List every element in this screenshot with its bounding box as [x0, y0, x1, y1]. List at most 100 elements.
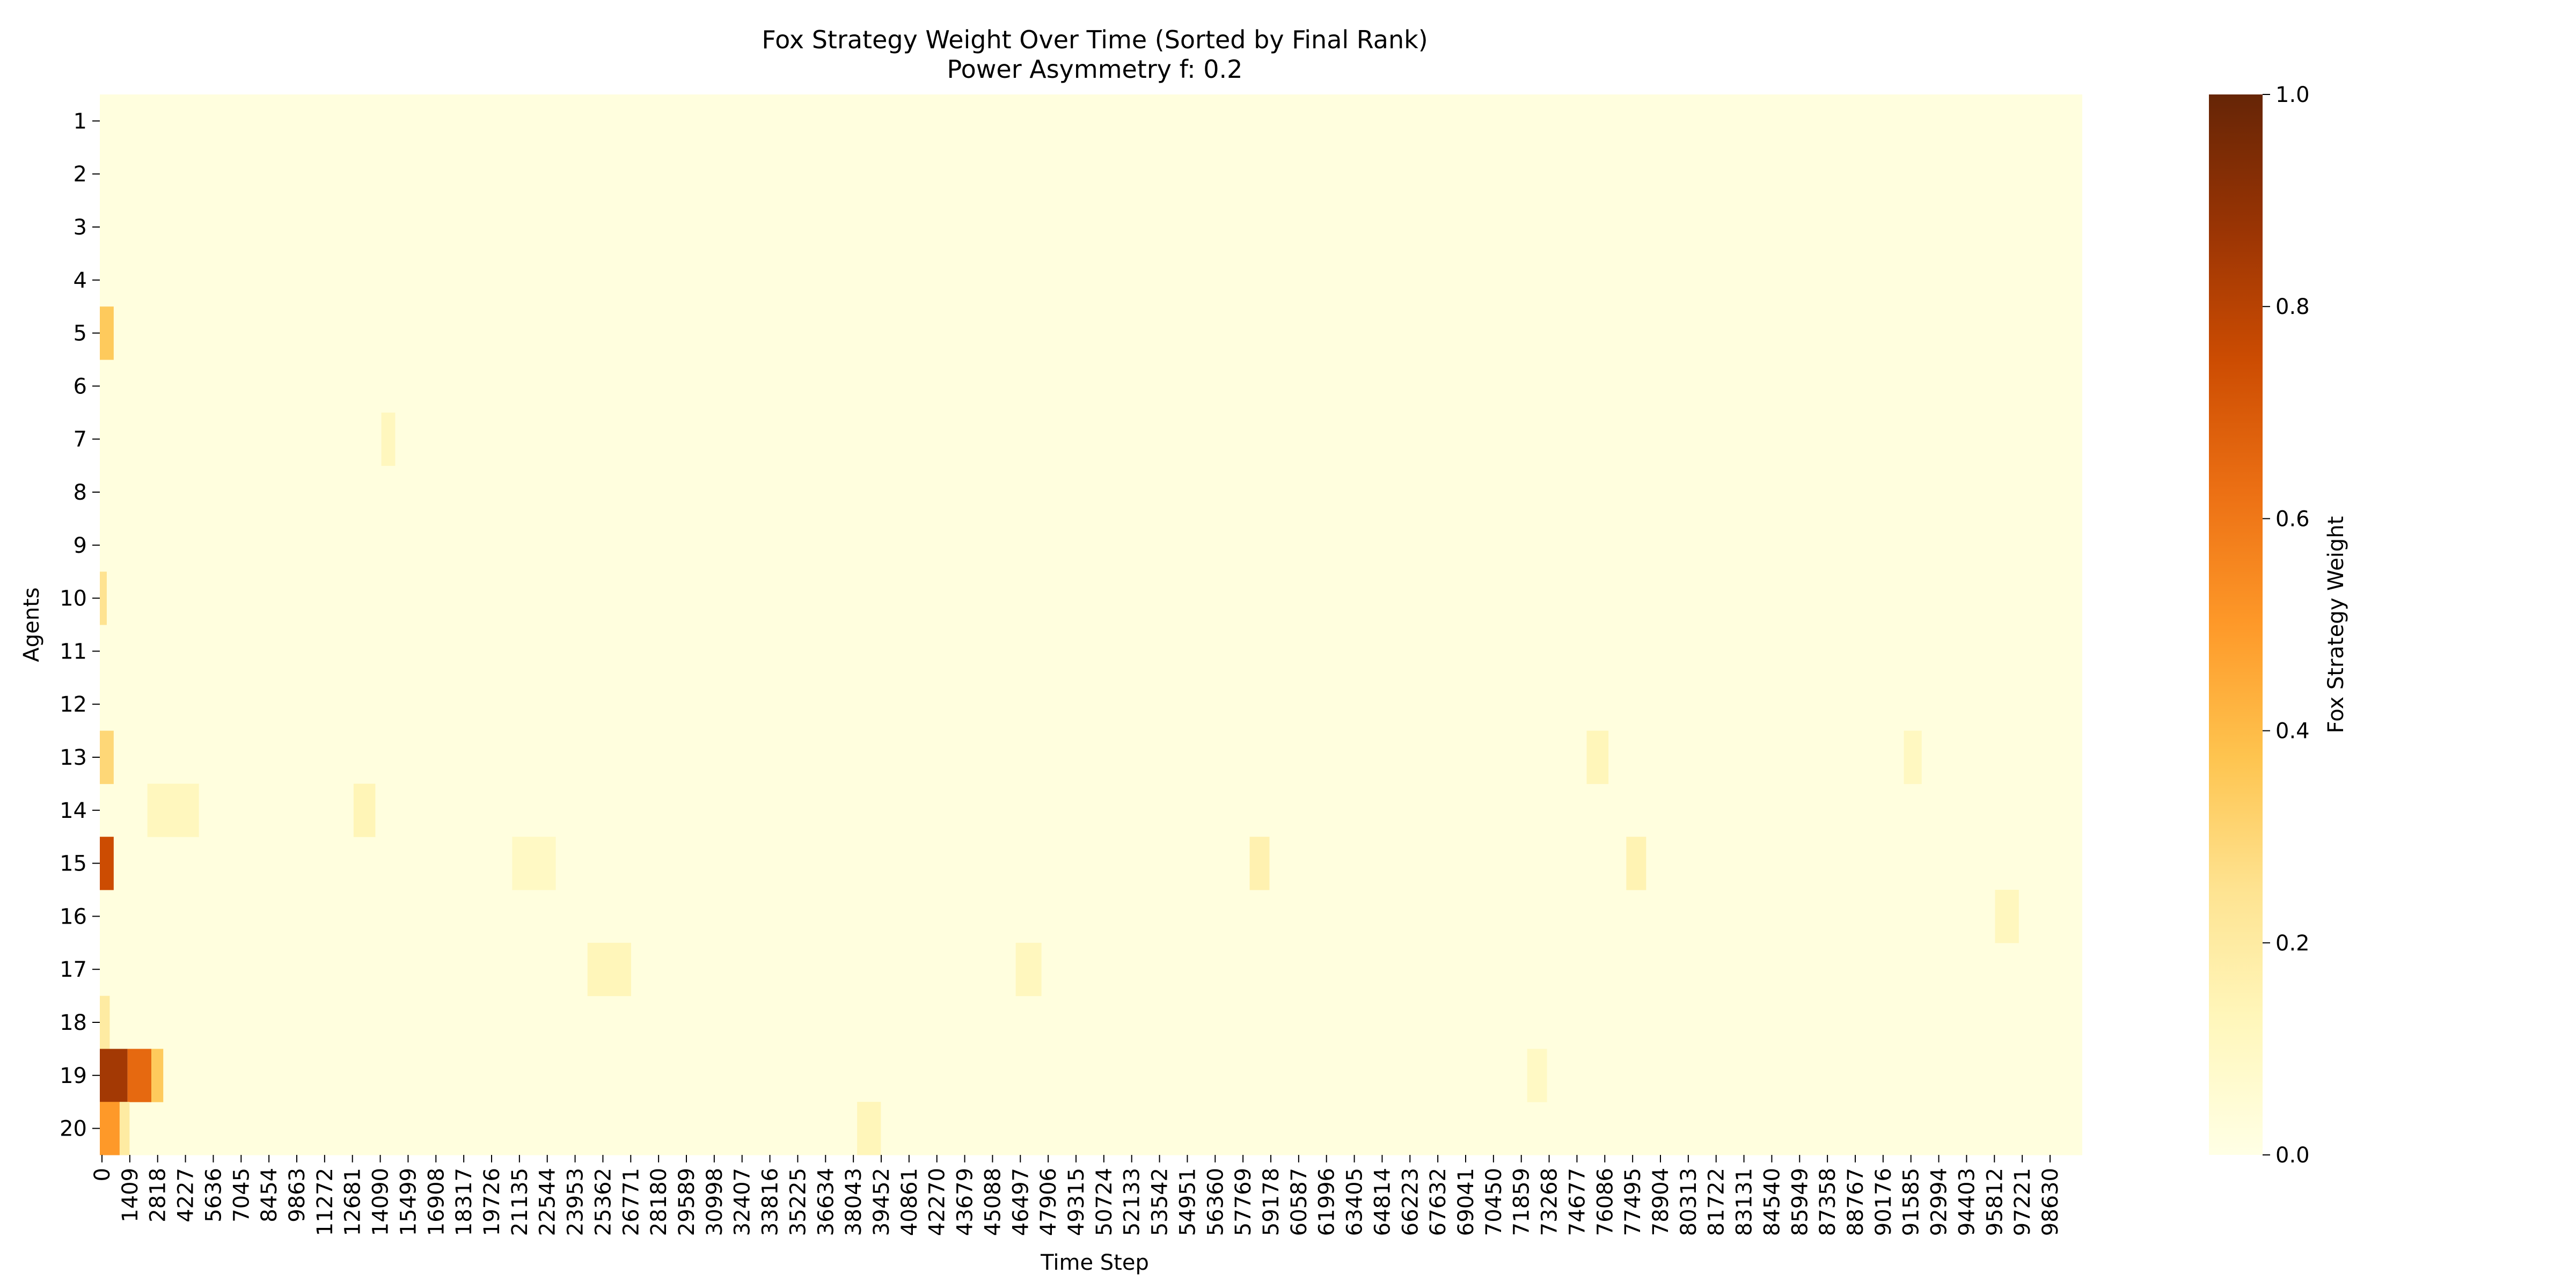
heatmap-row-agent-18 [100, 996, 2082, 1049]
y-tick-label: 12 [60, 692, 87, 717]
x-tick-label: 52133 [1120, 1168, 1145, 1236]
heatmap-row-agent-11 [100, 625, 2082, 678]
x-tick-label: 59178 [1259, 1168, 1284, 1236]
y-tick-label: 15 [60, 852, 87, 876]
x-tick-label: 33816 [758, 1168, 783, 1236]
heatmap-cell [857, 1102, 881, 1155]
y-tick-label: 13 [60, 745, 87, 770]
x-tick-label: 81722 [1704, 1168, 1729, 1236]
heatmap-cell [1626, 837, 1646, 890]
x-tick-label: 39452 [869, 1168, 894, 1236]
heatmap-cell [100, 572, 107, 625]
chart-title: Fox Strategy Weight Over Time (Sorted by… [762, 25, 1428, 54]
x-tick-label: 29589 [675, 1168, 699, 1236]
x-tick-label: 12681 [341, 1168, 365, 1236]
x-tick-label: 83131 [1732, 1168, 1757, 1236]
heatmap-cell [100, 996, 110, 1049]
heatmap-row-agent-3 [100, 200, 2082, 254]
x-tick-label: 18317 [452, 1168, 477, 1236]
heatmap-row-agent-14 [100, 784, 2082, 837]
x-tick-label: 22544 [536, 1168, 560, 1236]
heatmap-row-agent-7 [100, 412, 2082, 466]
heatmap-cell [381, 412, 396, 466]
x-tick-label: 8454 [257, 1168, 282, 1223]
x-tick-label: 35225 [786, 1168, 810, 1236]
x-tick-label: 1409 [118, 1168, 143, 1223]
x-tick-label: 64814 [1370, 1168, 1395, 1236]
colorbar-label: Fox Strategy Weight [2324, 516, 2348, 734]
heatmap-grid [100, 94, 2082, 1155]
x-tick-label: 61996 [1315, 1168, 1340, 1236]
x-tick-label: 14090 [369, 1168, 393, 1236]
x-tick-label: 9863 [285, 1168, 310, 1223]
heatmap-cell [127, 1049, 152, 1102]
y-tick-label: 17 [60, 957, 87, 982]
y-tick-label: 1 [74, 109, 87, 134]
heatmap-cell [1249, 837, 1270, 890]
y-tick-label: 9 [74, 533, 87, 558]
x-tick-label: 94403 [1955, 1168, 1979, 1236]
y-tick-label: 11 [60, 639, 87, 664]
x-tick-label: 19726 [480, 1168, 504, 1236]
x-tick-label: 77495 [1621, 1168, 1645, 1236]
y-tick-label: 3 [74, 215, 87, 240]
y-tick-label: 7 [74, 427, 87, 452]
x-tick-label: 92994 [1927, 1168, 1952, 1236]
x-tick-label: 63405 [1343, 1168, 1367, 1236]
colorbar-ticks: 0.0 0.2 0.4 0.6 0.8 1.0 [2263, 83, 2310, 1168]
x-tick-label: 2818 [146, 1168, 171, 1223]
x-tick-label: 90176 [1871, 1168, 1896, 1236]
colorbar-tick-label: 0.0 [2275, 1143, 2310, 1168]
heatmap-cell [151, 1049, 164, 1102]
x-tick-label: 7045 [229, 1168, 254, 1223]
x-tick-label: 53542 [1148, 1168, 1173, 1236]
x-tick-label: 70450 [1482, 1168, 1506, 1236]
heatmap-cell [353, 784, 376, 837]
heatmap-cell [1527, 1049, 1547, 1102]
chart-subtitle: Power Asymmetry f: 0.2 [947, 55, 1243, 84]
y-tick-label: 16 [60, 904, 87, 929]
x-tick-label: 21135 [508, 1168, 532, 1236]
y-tick-label: 2 [74, 162, 87, 187]
x-tick-label: 71859 [1510, 1168, 1534, 1236]
y-tick-label: 6 [74, 374, 87, 399]
x-tick-label: 46497 [1008, 1168, 1033, 1236]
x-tick-label: 0 [90, 1168, 115, 1181]
heatmap-row-agent-17 [100, 942, 2082, 997]
x-tick-label: 56360 [1203, 1168, 1228, 1236]
heatmap-row-agent-20 [100, 1102, 2082, 1155]
heatmap-cell [1995, 890, 2019, 943]
x-tick-label: 67632 [1426, 1168, 1451, 1236]
y-tick-label: 14 [60, 799, 87, 823]
heatmap-cell [512, 837, 556, 890]
x-tick-label: 50724 [1092, 1168, 1117, 1236]
heatmap-row-agent-16 [100, 890, 2082, 943]
x-tick-label: 26771 [619, 1168, 643, 1236]
x-tick-label: 42270 [925, 1168, 950, 1236]
heatmap-row-agent-9 [100, 518, 2082, 572]
heatmap-cell [587, 942, 631, 997]
x-tick-label: 30998 [702, 1168, 727, 1236]
colorbar-tick-label: 0.8 [2275, 295, 2310, 319]
heatmap-row-agent-2 [100, 147, 2082, 201]
heatmap-row-agent-13 [100, 730, 2082, 784]
x-tick-label: 49315 [1064, 1168, 1089, 1236]
heatmap-cell [100, 1049, 128, 1102]
heatmap-row-agent-6 [100, 360, 2082, 413]
heatmap-cell [147, 784, 199, 837]
x-tick-label: 5636 [201, 1168, 226, 1223]
x-tick-label: 73268 [1538, 1168, 1562, 1236]
x-tick-label: 91585 [1899, 1168, 1924, 1236]
x-tick-label: 28180 [647, 1168, 671, 1236]
y-tick-label: 8 [74, 480, 87, 505]
x-tick-label: 23953 [564, 1168, 588, 1236]
x-tick-label: 85949 [1788, 1168, 1812, 1236]
x-tick-label: 66223 [1398, 1168, 1423, 1236]
x-tick-label: 38043 [841, 1168, 866, 1236]
x-tick-label: 15499 [396, 1168, 421, 1236]
heatmap-cell [100, 1102, 120, 1155]
x-tick-label: 32407 [730, 1168, 755, 1236]
y-tick-label: 19 [60, 1064, 87, 1088]
